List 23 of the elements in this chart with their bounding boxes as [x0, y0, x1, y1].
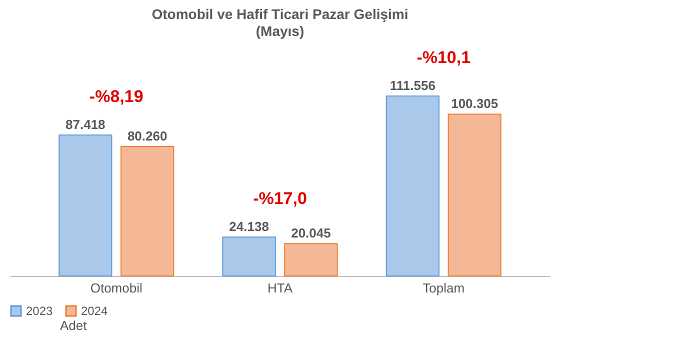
data-label: 20.045	[291, 226, 331, 241]
bar	[386, 96, 440, 276]
text: -%10,1	[416, 48, 471, 67]
chart-title: Otomobil ve Hafif Ticari Pazar Gelişimi	[152, 6, 408, 22]
annotation: -%17,0	[253, 189, 307, 208]
data-label: 111.556	[390, 78, 436, 93]
x-tick-label: Otomobil	[90, 280, 142, 296]
annotation: -%8,19	[89, 86, 144, 106]
bar	[222, 236, 276, 276]
bar	[58, 134, 112, 276]
chart-subtitle: (Mayıs)	[256, 23, 304, 39]
bar	[284, 243, 338, 276]
x-tick-label: Toplam	[422, 280, 465, 296]
data-label: 100.305	[451, 96, 498, 112]
data-label: 80.260	[127, 128, 168, 144]
legend-label: 2023	[26, 304, 54, 318]
legend-label: 2024	[81, 304, 108, 318]
x-tick-label: HTA	[267, 280, 293, 296]
text: Adet	[60, 318, 87, 333]
data-label: 24.138	[229, 219, 269, 234]
data-label: 87.418	[66, 116, 106, 132]
bar	[448, 114, 502, 276]
bar	[120, 146, 174, 276]
